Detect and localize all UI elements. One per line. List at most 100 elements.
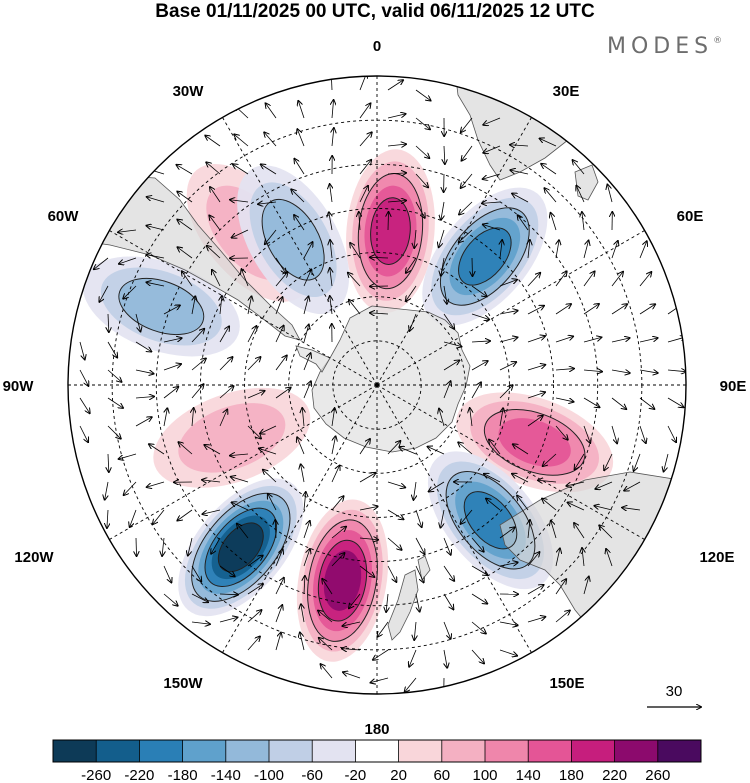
colorbar-tick-label: -140 <box>211 767 241 783</box>
anomaly-contour <box>483 409 586 476</box>
latitude-circle <box>155 163 599 607</box>
wind-vector <box>471 313 489 319</box>
wind-vector <box>105 481 108 500</box>
wind-vector <box>611 370 630 373</box>
wind-vector <box>107 369 121 382</box>
wind-vector <box>177 509 193 520</box>
wind-vector <box>147 226 165 231</box>
wind-vector <box>275 605 282 623</box>
wind-vector <box>555 397 574 402</box>
anomaly-level <box>323 550 362 611</box>
contour-group <box>307 519 378 642</box>
wind-vector <box>443 565 454 581</box>
wind-vector <box>405 677 417 692</box>
contour-group <box>191 492 291 602</box>
brand-name: MODES <box>607 34 714 59</box>
wind-vector <box>294 159 305 175</box>
wind-vector <box>555 369 574 370</box>
wind-vector <box>667 370 686 372</box>
wind-vector <box>576 186 585 203</box>
wind-vector <box>443 621 451 639</box>
wind-vectors <box>79 76 686 694</box>
wind-vector <box>556 240 559 259</box>
wind-vector <box>527 273 540 287</box>
wind-vector <box>387 80 403 91</box>
wind-vector <box>330 268 332 287</box>
wind-vector <box>259 448 277 455</box>
wind-vector <box>387 200 406 202</box>
wind-vector <box>260 425 277 434</box>
wind-vector <box>247 584 263 595</box>
wind-vector <box>303 353 311 371</box>
wind-vector <box>399 447 417 455</box>
wind-vector <box>232 502 249 511</box>
wind-vector <box>329 212 332 231</box>
wind-vector <box>387 114 406 119</box>
wind-vector <box>268 494 277 511</box>
wind-vector <box>303 270 311 287</box>
wind-vector <box>471 565 488 575</box>
wind-vector <box>300 632 305 651</box>
lon-label-150w: 150W <box>163 675 203 692</box>
wind-vector <box>119 257 137 264</box>
wind-vector <box>182 271 193 287</box>
lon-label-90w: 90W <box>3 378 35 395</box>
wind-vector <box>611 304 627 315</box>
reference-vector-label: 30 <box>666 683 683 700</box>
wind-vector <box>230 200 249 202</box>
wind-vector <box>489 440 501 455</box>
contour-group <box>217 522 264 573</box>
wind-vector <box>263 470 277 483</box>
new-zealand <box>387 569 419 641</box>
wind-vector <box>429 481 445 492</box>
wind-vector <box>604 453 613 470</box>
wind-vector <box>499 622 518 625</box>
wind-vector <box>527 336 545 343</box>
wind-vector <box>275 549 283 567</box>
wind-vector <box>386 593 388 612</box>
wind-vector <box>247 556 263 567</box>
wind-vector <box>248 296 251 315</box>
wind-vector <box>107 509 108 528</box>
wind-vector <box>149 444 165 455</box>
wind-vector <box>471 341 490 342</box>
wind-vector <box>191 384 204 399</box>
wind-vector <box>409 649 417 667</box>
wind-vector <box>275 272 288 287</box>
wind-vector <box>163 305 180 315</box>
anomaly-contour <box>445 471 536 570</box>
wind-vector <box>247 326 256 343</box>
lon-label-150e: 150E <box>549 675 584 692</box>
wind-vector <box>219 617 237 623</box>
wind-vector <box>387 537 402 550</box>
wind-vector <box>177 165 193 175</box>
wind-vector <box>304 492 306 511</box>
wind-vector <box>349 593 361 608</box>
wind-vector <box>163 338 182 343</box>
wind-vector <box>387 509 403 519</box>
colorbar-swatch <box>53 740 97 762</box>
wind-vector <box>191 358 206 371</box>
wind-vector <box>219 386 234 399</box>
positive-anomaly-center <box>296 499 389 662</box>
wind-vector <box>188 537 193 556</box>
wind-vector <box>191 593 208 602</box>
colorbar-tick-label: -20 <box>345 767 367 783</box>
wind-vector <box>544 188 557 203</box>
wind-vector <box>527 585 544 595</box>
wind-vector <box>538 480 557 482</box>
colorbar-tick-label: 220 <box>602 767 627 783</box>
wind-vector <box>241 269 249 287</box>
wind-vector <box>583 304 599 315</box>
wind-vector <box>517 496 529 511</box>
wind-vector <box>135 396 154 398</box>
wind-vector <box>219 594 238 595</box>
wind-vector <box>440 509 444 528</box>
wind-vector <box>370 313 389 314</box>
wind-vector <box>595 481 613 489</box>
wind-vector <box>232 229 249 238</box>
wind-vector <box>177 192 193 203</box>
wind-vector <box>611 338 630 343</box>
wind-vector <box>343 672 361 679</box>
wind-vector <box>541 164 557 175</box>
